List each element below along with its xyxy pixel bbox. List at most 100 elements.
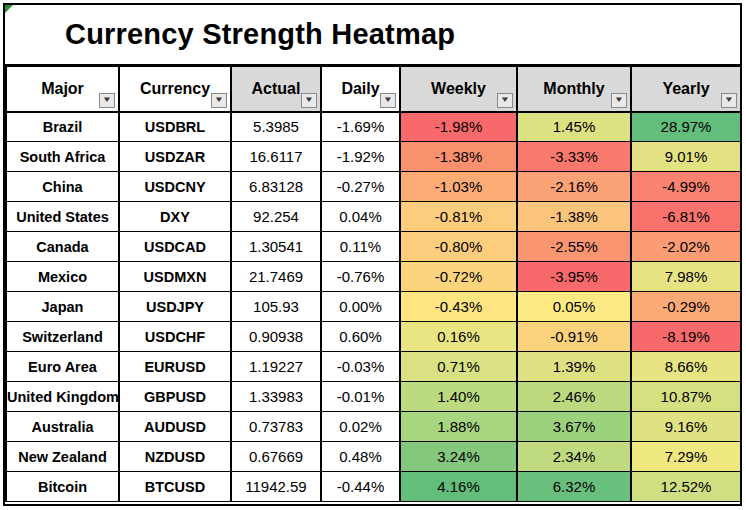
cell-currency[interactable]: USDMXN — [119, 262, 231, 292]
cell-actual[interactable]: 6.83128 — [231, 172, 321, 202]
cell-yearly[interactable]: 8.66% — [631, 352, 741, 382]
cell-monthly[interactable]: 3.67% — [517, 412, 631, 442]
cell-actual[interactable]: 11942.59 — [231, 472, 321, 502]
cell-monthly[interactable]: 2.46% — [517, 382, 631, 412]
cell-major[interactable]: Switzerland — [6, 322, 119, 352]
cell-weekly[interactable]: 1.88% — [400, 412, 517, 442]
cell-currency[interactable]: USDCAD — [119, 232, 231, 262]
cell-actual[interactable]: 16.6117 — [231, 142, 321, 172]
cell-daily[interactable]: -0.44% — [321, 472, 400, 502]
cell-daily[interactable]: 0.00% — [321, 292, 400, 322]
column-header-monthly[interactable]: Monthly ▼ — [517, 67, 631, 112]
cell-daily[interactable]: -1.69% — [321, 112, 400, 142]
cell-currency[interactable]: AUDUSD — [119, 412, 231, 442]
cell-monthly[interactable]: 1.39% — [517, 352, 631, 382]
cell-currency[interactable]: DXY — [119, 202, 231, 232]
column-header-weekly[interactable]: Weekly ▼ — [400, 67, 517, 112]
cell-weekly[interactable]: -1.38% — [400, 142, 517, 172]
cell-monthly[interactable]: -3.33% — [517, 142, 631, 172]
cell-currency[interactable]: USDCNY — [119, 172, 231, 202]
cell-major[interactable]: Australia — [6, 412, 119, 442]
cell-monthly[interactable]: 6.32% — [517, 472, 631, 502]
cell-actual[interactable]: 105.93 — [231, 292, 321, 322]
cell-monthly[interactable]: -1.38% — [517, 202, 631, 232]
cell-major[interactable]: Japan — [6, 292, 119, 322]
column-header-actual[interactable]: Actual ▼ — [231, 67, 321, 112]
cell-actual[interactable]: 0.67669 — [231, 442, 321, 472]
cell-actual[interactable]: 0.90938 — [231, 322, 321, 352]
column-header-major[interactable]: Major ▼ — [6, 67, 119, 112]
cell-major[interactable]: Canada — [6, 232, 119, 262]
cell-yearly[interactable]: 7.29% — [631, 442, 741, 472]
cell-daily[interactable]: -1.92% — [321, 142, 400, 172]
cell-weekly[interactable]: -0.43% — [400, 292, 517, 322]
cell-monthly[interactable]: 1.45% — [517, 112, 631, 142]
cell-yearly[interactable]: 28.97% — [631, 112, 741, 142]
cell-yearly[interactable]: 7.98% — [631, 262, 741, 292]
cell-yearly[interactable]: -0.29% — [631, 292, 741, 322]
cell-yearly[interactable]: 12.52% — [631, 472, 741, 502]
cell-yearly[interactable]: -2.02% — [631, 232, 741, 262]
cell-daily[interactable]: 0.60% — [321, 322, 400, 352]
cell-major[interactable]: New Zealand — [6, 442, 119, 472]
cell-actual[interactable]: 21.7469 — [231, 262, 321, 292]
cell-daily[interactable]: 0.02% — [321, 412, 400, 442]
cell-weekly[interactable]: -0.81% — [400, 202, 517, 232]
cell-actual[interactable]: 1.30541 — [231, 232, 321, 262]
cell-currency[interactable]: USDJPY — [119, 292, 231, 322]
cell-yearly[interactable]: 9.16% — [631, 412, 741, 442]
cell-actual[interactable]: 1.19227 — [231, 352, 321, 382]
cell-currency[interactable]: USDZAR — [119, 142, 231, 172]
cell-currency[interactable]: GBPUSD — [119, 382, 231, 412]
cell-daily[interactable]: -0.03% — [321, 352, 400, 382]
cell-currency[interactable]: USDBRL — [119, 112, 231, 142]
filter-dropdown-button[interactable]: ▼ — [497, 93, 513, 108]
cell-yearly[interactable]: 10.87% — [631, 382, 741, 412]
column-header-currency[interactable]: Currency ▼ — [119, 67, 231, 112]
cell-weekly[interactable]: 3.24% — [400, 442, 517, 472]
column-header-daily[interactable]: Daily ▼ — [321, 67, 400, 112]
cell-major[interactable]: China — [6, 172, 119, 202]
cell-weekly[interactable]: -1.03% — [400, 172, 517, 202]
cell-major[interactable]: Bitcoin — [6, 472, 119, 502]
cell-major[interactable]: United Kingdom — [6, 382, 119, 412]
cell-major[interactable]: Mexico — [6, 262, 119, 292]
cell-monthly[interactable]: -0.91% — [517, 322, 631, 352]
cell-daily[interactable]: 0.04% — [321, 202, 400, 232]
cell-currency[interactable]: EURUSD — [119, 352, 231, 382]
cell-major[interactable]: South Africa — [6, 142, 119, 172]
cell-yearly[interactable]: -6.81% — [631, 202, 741, 232]
cell-weekly[interactable]: -0.72% — [400, 262, 517, 292]
cell-monthly[interactable]: -2.55% — [517, 232, 631, 262]
column-header-yearly[interactable]: Yearly ▼ — [631, 67, 741, 112]
cell-daily[interactable]: -0.27% — [321, 172, 400, 202]
filter-dropdown-button[interactable]: ▼ — [211, 93, 227, 108]
cell-weekly[interactable]: 1.40% — [400, 382, 517, 412]
cell-daily[interactable]: -0.01% — [321, 382, 400, 412]
filter-dropdown-button[interactable]: ▼ — [380, 93, 396, 108]
cell-weekly[interactable]: -1.98% — [400, 112, 517, 142]
cell-monthly[interactable]: -2.16% — [517, 172, 631, 202]
filter-dropdown-button[interactable]: ▼ — [301, 93, 317, 108]
cell-monthly[interactable]: -3.95% — [517, 262, 631, 292]
cell-currency[interactable]: NZDUSD — [119, 442, 231, 472]
cell-actual[interactable]: 1.33983 — [231, 382, 321, 412]
cell-major[interactable]: Euro Area — [6, 352, 119, 382]
cell-major[interactable]: United States — [6, 202, 119, 232]
cell-currency[interactable]: BTCUSD — [119, 472, 231, 502]
cell-currency[interactable]: USDCHF — [119, 322, 231, 352]
cell-weekly[interactable]: -0.80% — [400, 232, 517, 262]
cell-daily[interactable]: 0.11% — [321, 232, 400, 262]
cell-major[interactable]: Brazil — [6, 112, 119, 142]
cell-actual[interactable]: 92.254 — [231, 202, 321, 232]
cell-weekly[interactable]: 0.16% — [400, 322, 517, 352]
cell-weekly[interactable]: 4.16% — [400, 472, 517, 502]
cell-yearly[interactable]: -4.99% — [631, 172, 741, 202]
cell-daily[interactable]: -0.76% — [321, 262, 400, 292]
filter-dropdown-button[interactable]: ▼ — [611, 93, 627, 108]
cell-monthly[interactable]: 0.05% — [517, 292, 631, 322]
filter-dropdown-button[interactable]: ▼ — [99, 93, 115, 108]
cell-actual[interactable]: 0.73783 — [231, 412, 321, 442]
cell-actual[interactable]: 5.3985 — [231, 112, 321, 142]
cell-weekly[interactable]: 0.71% — [400, 352, 517, 382]
